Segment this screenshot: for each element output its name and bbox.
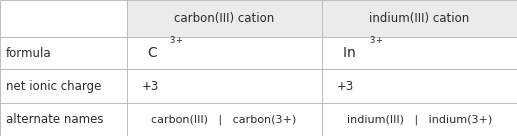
Text: formula: formula <box>6 47 52 60</box>
Text: +3: +3 <box>337 80 354 92</box>
Text: carbon(III) cation: carbon(III) cation <box>174 12 274 25</box>
Text: carbon(III)   |   carbon(3+): carbon(III) | carbon(3+) <box>151 114 297 125</box>
Text: $\mathregular{C}$: $\mathregular{C}$ <box>147 46 158 60</box>
Bar <box>322 0 517 37</box>
Text: net ionic charge: net ionic charge <box>6 80 101 92</box>
Bar <box>127 0 322 37</box>
Text: alternate names: alternate names <box>6 113 104 126</box>
Text: $\mathregular{In}$: $\mathregular{In}$ <box>342 46 356 60</box>
Text: indium(III)   |   indium(3+): indium(III) | indium(3+) <box>347 114 492 125</box>
Text: $\mathregular{3+}$: $\mathregular{3+}$ <box>169 34 184 45</box>
Text: indium(III) cation: indium(III) cation <box>369 12 469 25</box>
Text: +3: +3 <box>142 80 159 92</box>
Text: $\mathregular{3+}$: $\mathregular{3+}$ <box>369 34 384 45</box>
